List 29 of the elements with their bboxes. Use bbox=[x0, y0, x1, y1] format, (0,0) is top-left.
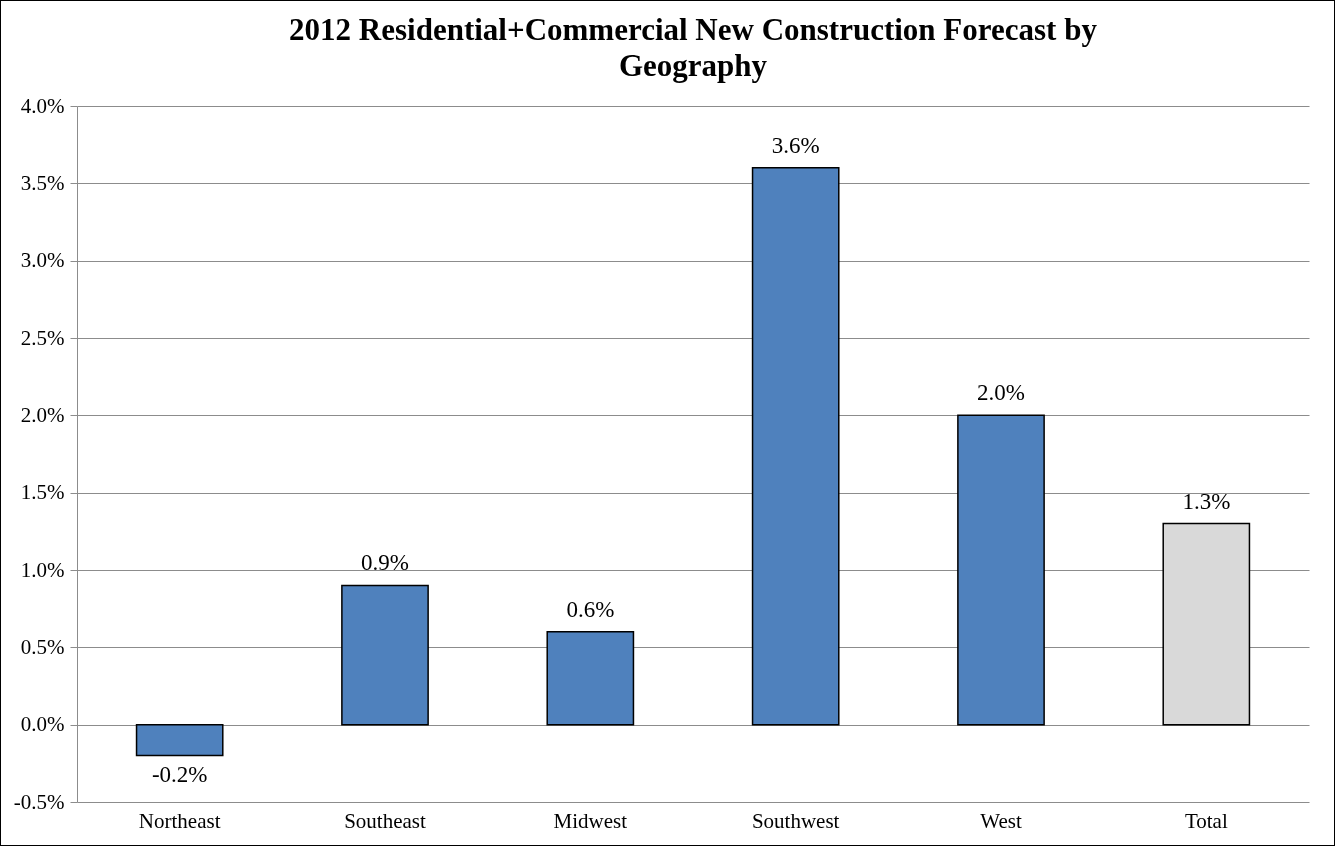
y-tick-label: 3.5% bbox=[20, 170, 65, 195]
bar bbox=[135, 723, 224, 757]
y-tick-label: 2.0% bbox=[20, 402, 65, 427]
y-tick-label: 4.0% bbox=[20, 93, 65, 118]
data-label: 1.3% bbox=[1182, 488, 1231, 514]
y-tick-label: 1.0% bbox=[20, 557, 65, 582]
chart-title: 2012 Residential+Commercial New Construction Forecast by Geography bbox=[289, 12, 1098, 83]
bar bbox=[546, 631, 635, 726]
data-label: -0.2% bbox=[151, 761, 208, 787]
bar bbox=[957, 414, 1045, 726]
y-tick-label: 1.5% bbox=[20, 480, 65, 505]
data-label: 0.6% bbox=[566, 596, 615, 622]
bar bbox=[341, 584, 429, 726]
data-label: 3.6% bbox=[771, 132, 820, 158]
bar bbox=[751, 167, 840, 726]
x-tick-label: Northeast bbox=[138, 808, 221, 833]
y-tick-label: 0.5% bbox=[20, 634, 65, 659]
x-tick-label: Southeast bbox=[344, 808, 426, 833]
y-tick-label: 2.5% bbox=[20, 325, 65, 350]
data-label: 0.9% bbox=[361, 550, 409, 576]
y-tick-label: 3.0% bbox=[20, 248, 65, 273]
x-tick-label: West bbox=[980, 808, 1022, 833]
y-tick-label: 0.0% bbox=[20, 712, 65, 737]
x-tick-label: Southwest bbox=[751, 808, 840, 833]
x-tick-label: Midwest bbox=[553, 808, 628, 833]
y-tick-label: -0.5% bbox=[13, 789, 65, 814]
data-label: 2.0% bbox=[977, 380, 1025, 406]
x-tick-label: Total bbox=[1184, 808, 1228, 833]
bar bbox=[1162, 522, 1251, 726]
